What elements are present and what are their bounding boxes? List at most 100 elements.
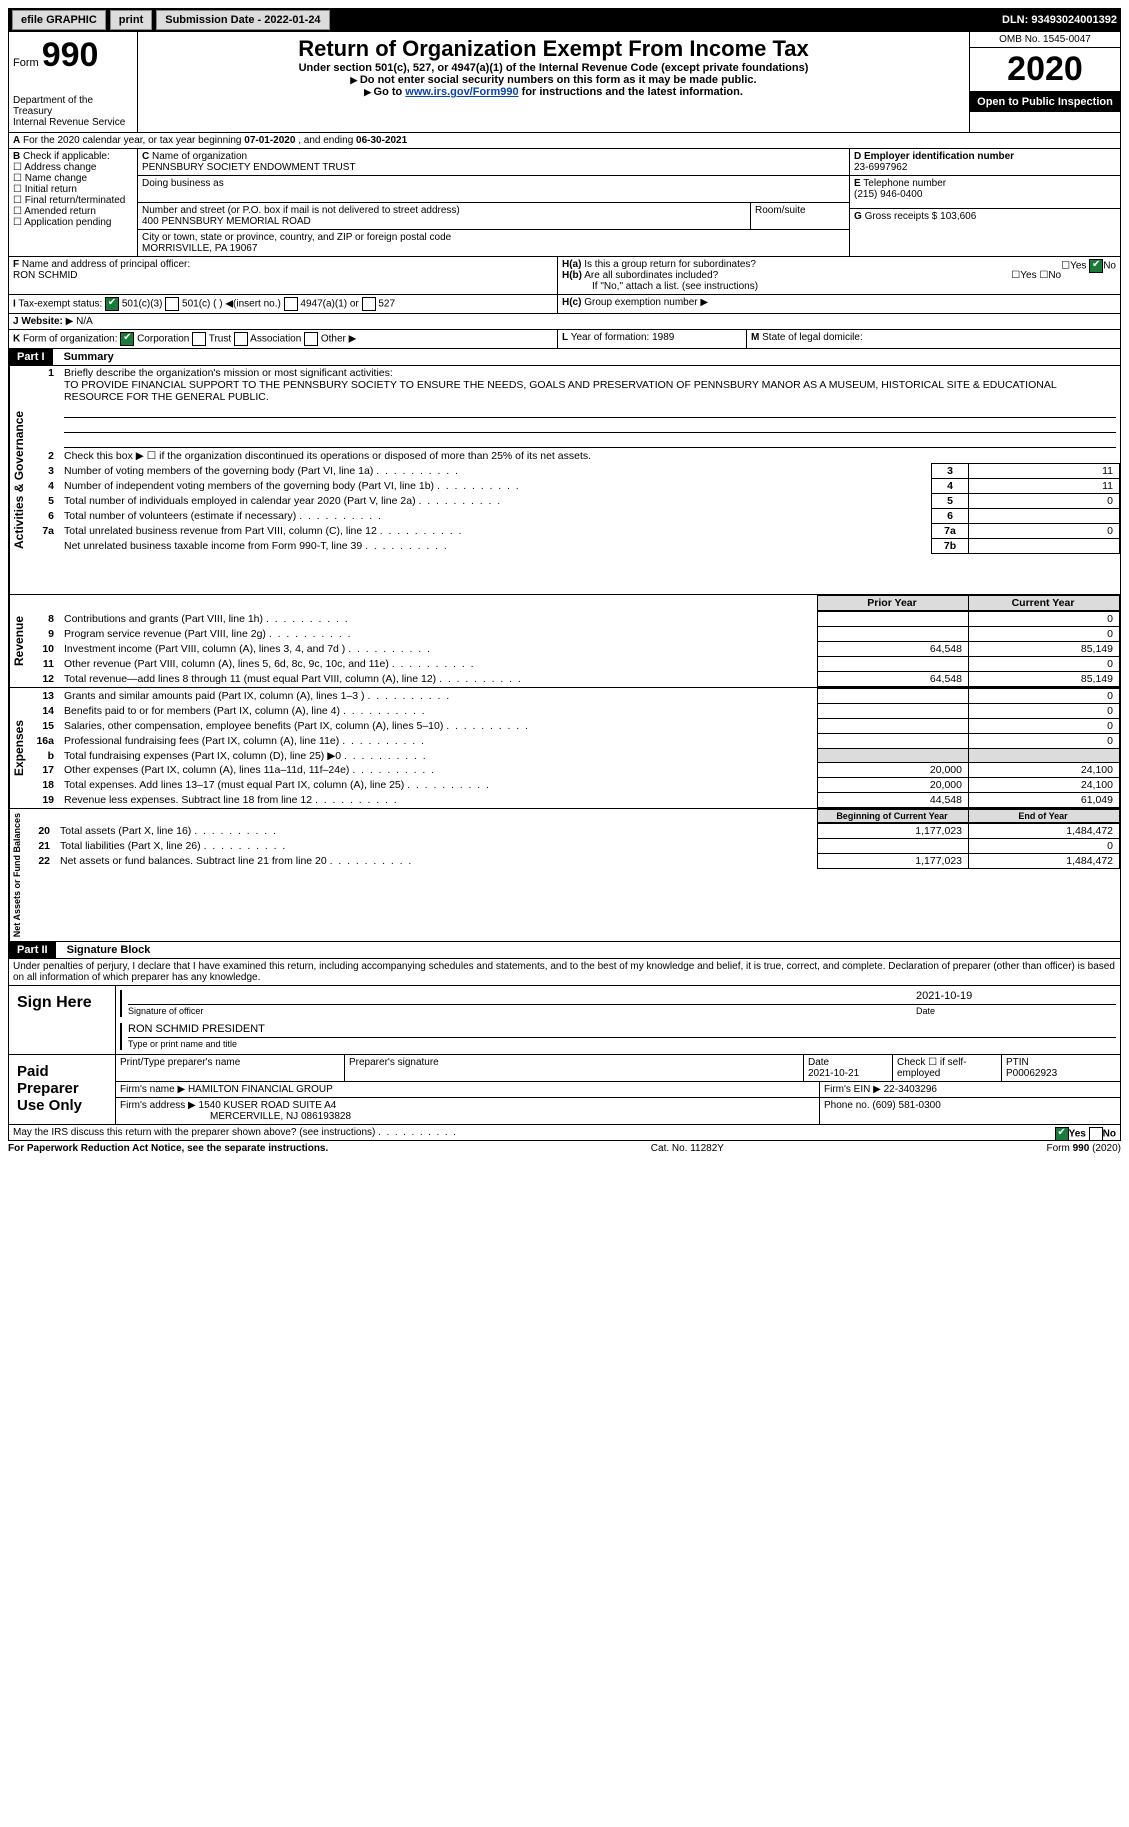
summary-row: 4Number of independent voting members of… (28, 479, 1120, 494)
paid-preparer-block: Paid Preparer Use Only Print/Type prepar… (8, 1055, 1121, 1125)
dln: DLN: 93493024001392 (1002, 14, 1117, 26)
prep-name-label: Print/Type preparer's name (116, 1055, 345, 1081)
officer-name: RON SCHMID (13, 270, 77, 281)
col-prior: Prior Year (818, 596, 969, 611)
self-employed: Check ☐ if self-employed (893, 1055, 1002, 1081)
summary-row: 15Salaries, other compensation, employee… (28, 719, 1120, 734)
col-current: Current Year (969, 596, 1120, 611)
form-ref: Form 990 (2020) (1047, 1143, 1121, 1154)
open-to-public: Open to Public Inspection (970, 92, 1120, 112)
part2-header: Part II (9, 942, 56, 958)
omb-number: OMB No. 1545-0047 (970, 32, 1120, 48)
cb-final-return[interactable]: ☐ Final return/terminated (13, 195, 125, 206)
cb-initial-return[interactable]: ☐ Initial return (13, 184, 77, 195)
part-2: Part II Signature Block (8, 942, 1121, 959)
footer: For Paperwork Reduction Act Notice, see … (8, 1141, 1121, 1156)
l-label: Year of formation: (571, 332, 650, 343)
cb-other[interactable] (304, 332, 318, 346)
print-button[interactable]: print (110, 10, 152, 30)
summary-row: 6Total number of volunteers (estimate if… (28, 509, 1120, 524)
ein-value: 23-6997962 (854, 162, 907, 173)
street-label: Number and street (or P.O. box if mail i… (142, 205, 460, 216)
firm-addr-label: Firm's address ▶ (120, 1100, 196, 1111)
cb-assoc[interactable] (234, 332, 248, 346)
org-name: PENNSBURY SOCIETY ENDOWMENT TRUST (142, 162, 356, 173)
summary-row: 7aTotal unrelated business revenue from … (28, 524, 1120, 539)
summary-row: 8Contributions and grants (Part VIII, li… (28, 612, 1120, 627)
city-value: MORRISVILLE, PA 19067 (142, 243, 257, 254)
form-label: Form (13, 57, 39, 69)
declaration: Under penalties of perjury, I declare th… (8, 959, 1121, 986)
cb-amended-return[interactable]: ☐ Amended return (13, 206, 96, 217)
cb-501c[interactable] (165, 297, 179, 311)
side-expenses: Expenses (9, 688, 28, 808)
prep-date: 2021-10-21 (808, 1068, 859, 1079)
dept-treasury: Department of the Treasury (13, 95, 133, 117)
k-label: Form of organization: (23, 334, 118, 345)
section-j: J Website: ▶ N/A (8, 314, 1121, 330)
summary-row: 14Benefits paid to or for members (Part … (28, 704, 1120, 719)
c-name-label: Name of organization (152, 151, 247, 162)
summary-row: 22Net assets or fund balances. Subtract … (24, 854, 1120, 869)
section-fh: F Name and address of principal officer:… (8, 257, 1121, 295)
cb-name-change[interactable]: ☐ Name change (13, 173, 87, 184)
summary-row: bTotal fundraising expenses (Part IX, co… (28, 749, 1120, 763)
cat-no: Cat. No. 11282Y (651, 1143, 724, 1154)
m-label: State of legal domicile: (762, 332, 863, 343)
cb-discuss-yes[interactable]: ✔ (1055, 1127, 1069, 1141)
irs-label: Internal Revenue Service (13, 117, 133, 128)
summary-row: 13Grants and similar amounts paid (Part … (28, 689, 1120, 704)
sign-here-block: Sign Here Signature of officer 2021-10-1… (8, 986, 1121, 1055)
h-c: H(c) Group exemption number ▶ (558, 295, 1120, 313)
irs-link[interactable]: www.irs.gov/Form990 (405, 86, 518, 98)
paid-preparer-label: Paid Preparer Use Only (9, 1055, 116, 1124)
summary-row: 20Total assets (Part X, line 16)1,177,02… (24, 824, 1120, 839)
summary-row: 11Other revenue (Part VIII, column (A), … (28, 657, 1120, 672)
phone-value: (215) 946-0400 (854, 189, 922, 200)
cb-address-change[interactable]: ☐ Address change (13, 162, 96, 173)
cb-corp[interactable]: ✔ (120, 332, 134, 346)
city-label: City or town, state or province, country… (142, 232, 451, 243)
room-label: Room/suite (755, 205, 806, 216)
firm-phone-label: Phone no. (824, 1100, 870, 1111)
mission-text: TO PROVIDE FINANCIAL SUPPORT TO THE PENN… (64, 379, 1056, 403)
summary-row: Net unrelated business taxable income fr… (28, 539, 1120, 554)
summary-row: 19Revenue less expenses. Subtract line 1… (28, 793, 1120, 808)
side-netassets: Net Assets or Fund Balances (9, 809, 24, 941)
website-value: N/A (76, 316, 93, 327)
side-revenue: Revenue (9, 595, 28, 687)
firm-phone: (609) 581-0300 (872, 1100, 940, 1111)
cb-501c3[interactable]: ✔ (105, 297, 119, 311)
date-label: Date (916, 1006, 935, 1016)
efile-button[interactable]: efile GRAPHIC (12, 10, 106, 30)
summary-row: 16aProfessional fundraising fees (Part I… (28, 734, 1120, 749)
cb-4947[interactable] (284, 297, 298, 311)
sig-officer-label: Signature of officer (128, 1006, 203, 1016)
cb-discuss-no[interactable] (1089, 1127, 1103, 1141)
d-label: Employer identification number (864, 151, 1014, 162)
summary-row: 12Total revenue—add lines 8 through 11 (… (28, 672, 1120, 687)
officer-printed: RON SCHMID PRESIDENT (128, 1023, 1116, 1038)
cb-527[interactable] (362, 297, 376, 311)
cb-trust[interactable] (192, 332, 206, 346)
summary-row: 3Number of voting members of the governi… (28, 464, 1120, 479)
summary-row: 5Total number of individuals employed in… (28, 494, 1120, 509)
sign-here-label: Sign Here (9, 986, 116, 1054)
summary-row: 17Other expenses (Part IX, column (A), l… (28, 763, 1120, 778)
section-bcde: B Check if applicable: ☐ Address change … (8, 149, 1121, 257)
i-label: Tax-exempt status: (18, 299, 102, 310)
form-header: Form 990 Department of the Treasury Inte… (8, 32, 1121, 133)
e-label: Telephone number (863, 178, 946, 189)
h-b: H(b) Are all subordinates included? ☐Yes… (562, 270, 1116, 281)
summary-row: 18Total expenses. Add lines 13–17 (must … (28, 778, 1120, 793)
form-note2: Go to www.irs.gov/Form990 for instructio… (142, 86, 965, 98)
section-i: I Tax-exempt status: ✔ 501(c)(3) 501(c) … (8, 295, 1121, 314)
street-value: 400 PENNSBURY MEMORIAL ROAD (142, 216, 311, 227)
firm-ein-label: Firm's EIN ▶ (824, 1084, 881, 1095)
cb-application-pending[interactable]: ☐ Application pending (13, 217, 112, 228)
h-b-note: If "No," attach a list. (see instruction… (562, 281, 1116, 292)
form-subtitle: Under section 501(c), 527, or 4947(a)(1)… (142, 62, 965, 74)
firm-ein: 22-3403296 (884, 1084, 937, 1095)
firm-name: HAMILTON FINANCIAL GROUP (188, 1084, 333, 1095)
summary-row: 9Program service revenue (Part VIII, lin… (28, 627, 1120, 642)
